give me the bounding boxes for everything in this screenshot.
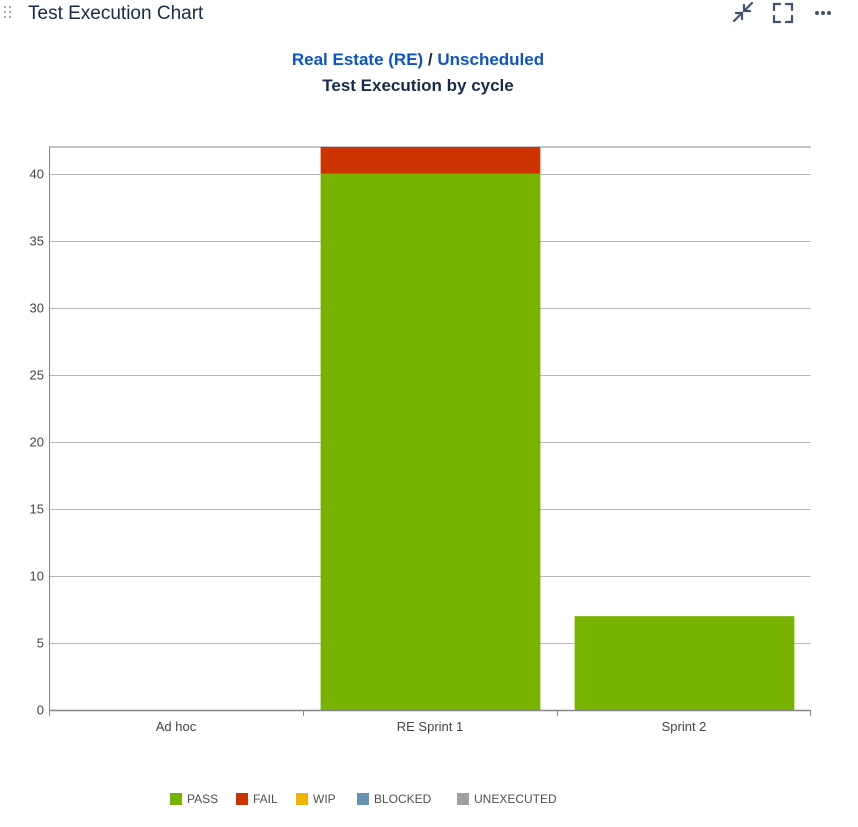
- x-tick-label: Sprint 2: [662, 719, 707, 734]
- bar-fail-1[interactable]: [320, 147, 541, 174]
- tick-labels: 0 5 10 15 20 25 30 35 40 Ad hoc RE Sprint 1 Sprint …: [30, 167, 707, 735]
- gadget-header: Test Execution Chart: [0, 0, 858, 30]
- bar-pass-1[interactable]: [320, 173, 541, 711]
- more-button[interactable]: [809, 0, 837, 26]
- fullscreen-button[interactable]: [769, 0, 797, 26]
- legend-swatch: [236, 793, 248, 805]
- x-tick-label: Ad hoc: [156, 719, 197, 734]
- legend-label: UNEXECUTED: [474, 792, 557, 806]
- project-link[interactable]: Real Estate (RE): [291, 50, 424, 69]
- legend-label: PASS: [187, 792, 219, 806]
- axes: [49, 147, 811, 716]
- legend-swatch: [170, 793, 182, 805]
- gadget-title: Test Execution Chart: [28, 3, 204, 24]
- bars: [320, 147, 795, 711]
- y-tick-label: 25: [30, 368, 44, 383]
- y-tick-label: 30: [30, 301, 44, 316]
- chart-subtitle: Real Estate (RE) / Unscheduled: [0, 50, 836, 70]
- version-link[interactable]: Unscheduled: [437, 50, 545, 69]
- y-tick-label: 5: [37, 636, 44, 651]
- fullscreen-icon: [772, 2, 794, 24]
- y-tick-label: 40: [30, 167, 44, 182]
- y-tick-label: 20: [30, 435, 44, 450]
- y-tick-label: 35: [30, 234, 44, 249]
- legend-label: BLOCKED: [374, 792, 432, 806]
- execution-chart: 0 5 10 15 20 25 30 35 40 Ad hoc RE Sprint 1 Sprint …: [30, 146, 811, 735]
- minimize-button[interactable]: [729, 0, 757, 26]
- drag-handle-icon[interactable]: [2, 4, 12, 22]
- legend-swatch: [357, 793, 369, 805]
- y-tick-label: 15: [30, 502, 44, 517]
- subtitle-separator: /: [423, 50, 438, 69]
- y-tick-label: 10: [30, 569, 44, 584]
- y-tick-label: 0: [37, 703, 44, 718]
- bar-pass-2[interactable]: [574, 616, 795, 710]
- legend-swatch: [296, 793, 308, 805]
- legend-label: FAIL: [253, 792, 278, 806]
- x-tick-label: RE Sprint 1: [397, 719, 463, 734]
- ellipsis-icon: [815, 11, 831, 15]
- chart-legend: PASS FAIL WIP BLOCKED UNEXECUTED: [0, 790, 858, 810]
- legend-label: WIP: [313, 792, 336, 806]
- arrows-collapse-icon: [732, 1, 754, 23]
- chart-title: Test Execution by cycle: [322, 76, 514, 95]
- legend-swatch: [457, 793, 469, 805]
